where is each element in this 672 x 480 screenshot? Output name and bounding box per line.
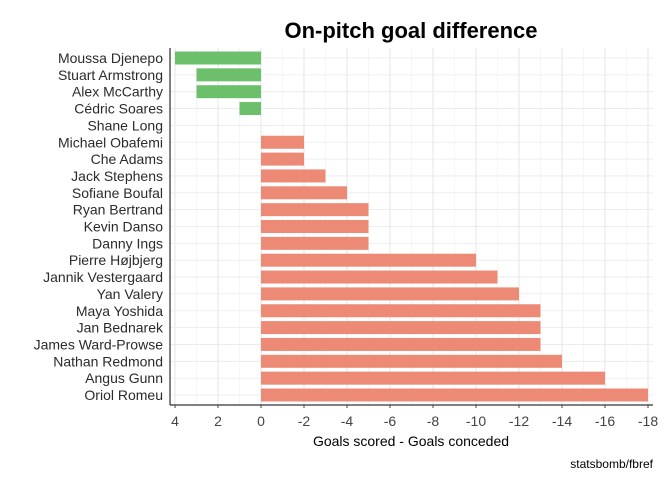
bar-jannik-vestergaard [261,270,498,284]
bar-sofiane-boufal [261,186,347,200]
x-tick-label: -10 [466,413,486,429]
bar-jack-stephens [261,169,326,183]
bar-oriol-romeu [261,388,648,402]
x-tick-label: -18 [638,413,658,429]
bar-che-adams [261,152,304,166]
chart-title: On-pitch goal difference [284,18,537,43]
category-label: Stuart Armstrong [58,67,163,83]
bar-ryan-bertrand [261,203,369,217]
x-tick-label: -4 [341,413,354,429]
bar-moussa-djenepo [175,51,261,65]
bar-c-dric-soares [239,102,261,116]
source-caption: statsbomb/fbref [570,457,653,471]
category-label: Ryan Bertrand [73,202,163,218]
grid-lines [170,48,653,405]
bar-pierre-h-jbjerg [261,253,476,267]
bar-yan-valery [261,287,519,301]
category-label: Nathan Redmond [53,353,163,369]
bars [175,51,648,402]
bar-michael-obafemi [261,135,304,149]
category-label: Jack Stephens [71,168,163,184]
x-tick-label: -2 [298,413,311,429]
bar-kevin-danso [261,220,369,233]
x-tick-label: -14 [552,413,572,429]
category-label: Sofiane Boufal [72,185,163,201]
category-label: Oriol Romeu [84,387,163,403]
category-label: Angus Gunn [85,370,163,386]
x-tick-label: 0 [257,413,265,429]
x-tick-label: 4 [171,413,179,429]
x-tick-label: 2 [214,413,222,429]
category-label: Shane Long [87,117,163,133]
category-label: Michael Obafemi [58,134,163,150]
x-tick-labels: 4 2 0 -2 -4 -6 -8 -10 -12 -14 -16 -18 [171,405,658,429]
category-label: Maya Yoshida [76,303,163,319]
x-tick-label: -16 [595,413,615,429]
bar-danny-ings [261,236,369,250]
category-label: James Ward-Prowse [34,336,164,352]
category-label: Jannik Vestergaard [43,269,163,285]
x-axis-label: Goals scored - Goals conceded [313,433,509,449]
x-tick-label: -6 [384,413,397,429]
category-label: Jan Bednarek [77,320,164,336]
category-label: Che Adams [91,151,163,167]
bar-alex-mccarthy [196,85,261,99]
bar-maya-yoshida [261,304,541,318]
category-label: Moussa Djenepo [58,50,163,66]
x-tick-label: -12 [509,413,529,429]
category-label: Kevin Danso [84,219,164,235]
category-label: Yan Valery [97,286,163,302]
bar-jan-bednarek [261,321,541,335]
category-label: Danny Ings [92,235,163,251]
x-tick-label: -8 [427,413,440,429]
category-label: Pierre Højbjerg [69,252,163,268]
bar-angus-gunn [261,371,605,385]
category-label: Cédric Soares [74,101,163,117]
bar-nathan-redmond [261,354,562,368]
bar-james-ward-prowse [261,337,541,351]
category-label: Alex McCarthy [72,84,163,100]
bar-stuart-armstrong [196,68,261,82]
